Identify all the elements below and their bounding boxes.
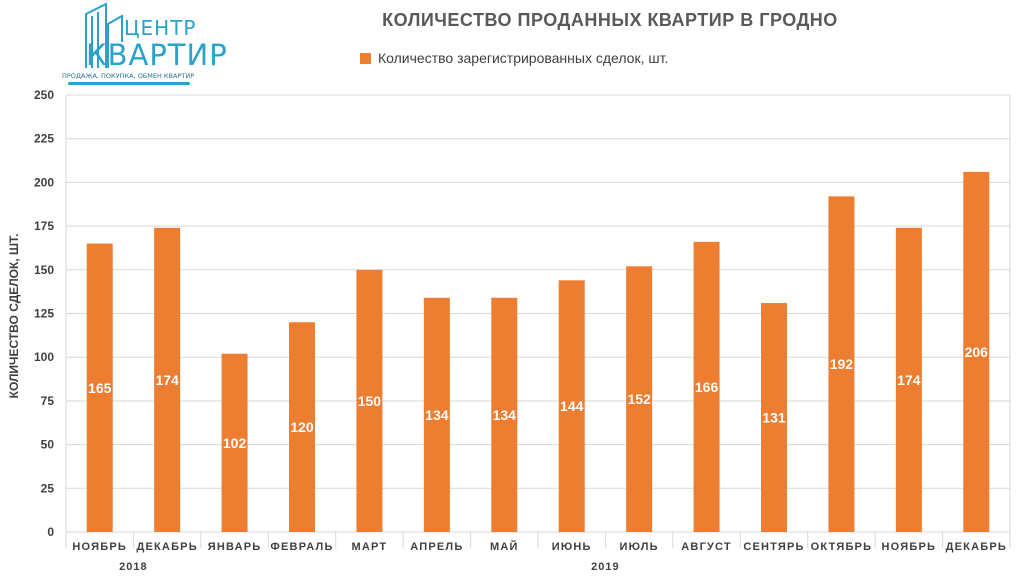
x-category-label: ФЕВРАЛЬ bbox=[270, 541, 333, 553]
logo-underline bbox=[68, 82, 190, 85]
y-tick-label: 125 bbox=[34, 307, 54, 321]
x-category-label: АВГУСТ bbox=[681, 541, 732, 553]
x-category-label: МАРТ bbox=[352, 541, 388, 553]
bar-value-label: 206 bbox=[965, 344, 989, 360]
legend: Количество зарегистрированных сделок, шт… bbox=[360, 50, 668, 66]
x-category-label: ДЕКАБРЬ bbox=[136, 541, 197, 553]
bar-value-label: 174 bbox=[897, 372, 921, 388]
y-tick-label: 75 bbox=[41, 394, 55, 408]
bar bbox=[558, 280, 585, 532]
y-tick-label: 175 bbox=[34, 219, 54, 233]
y-axis-label: КОЛИЧЕСТВО СДЕЛОК, ШТ. bbox=[7, 234, 21, 399]
bar bbox=[356, 269, 383, 532]
building-logo-icon bbox=[85, 2, 123, 68]
bar bbox=[491, 297, 518, 532]
bar-value-label: 165 bbox=[88, 380, 112, 396]
x-category-label: АПРЕЛЬ bbox=[410, 541, 463, 553]
bar bbox=[289, 322, 315, 532]
y-tick-label: 0 bbox=[47, 525, 54, 539]
y-tick-label: 100 bbox=[34, 350, 54, 364]
bar bbox=[895, 227, 922, 532]
bar bbox=[86, 243, 113, 532]
x-category-label: НОЯБРЬ bbox=[882, 541, 937, 553]
bar bbox=[761, 303, 787, 532]
bar bbox=[154, 227, 181, 532]
legend-swatch bbox=[360, 52, 371, 64]
y-tick-label: 225 bbox=[34, 132, 54, 146]
y-tick-label: 50 bbox=[41, 438, 55, 452]
x-category-label: ОКТЯБРЬ bbox=[811, 541, 873, 553]
bar bbox=[626, 266, 653, 532]
bar-value-label: 150 bbox=[358, 393, 382, 409]
x-category-label: ЯНВАРЬ bbox=[208, 541, 262, 553]
bar bbox=[221, 353, 248, 532]
bar bbox=[693, 241, 720, 532]
bar-value-label: 134 bbox=[425, 407, 449, 423]
legend-label: Количество зарегистрированных сделок, шт… bbox=[378, 50, 669, 66]
x-category-label: ИЮЛЬ bbox=[620, 541, 659, 553]
year-group-label: 2019 bbox=[591, 561, 619, 573]
x-category-label: МАЙ bbox=[490, 540, 519, 553]
bar-value-label: 166 bbox=[695, 379, 719, 395]
bar-value-label: 102 bbox=[223, 435, 247, 451]
bar-value-label: 120 bbox=[290, 419, 314, 435]
bar-value-label: 144 bbox=[560, 398, 584, 414]
y-tick-label: 150 bbox=[34, 263, 54, 277]
bar-value-label: 134 bbox=[493, 407, 517, 423]
bar-value-label: 152 bbox=[627, 391, 651, 407]
logo: ЦЕНТР КВАРТИР ПРОДАЖА, ПОКУПКА, ОБМЕН КВ… bbox=[62, 2, 227, 88]
year-group-label: 2018 bbox=[119, 561, 147, 573]
bar bbox=[963, 171, 990, 533]
x-category-label: ДЕКАБРЬ bbox=[946, 541, 1007, 553]
logo-word-centr: ЦЕНТР bbox=[124, 16, 197, 40]
x-category-label: НОЯБРЬ bbox=[72, 541, 127, 553]
y-tick-label: 25 bbox=[41, 481, 55, 495]
bar bbox=[828, 196, 855, 532]
bar-value-label: 174 bbox=[155, 372, 179, 388]
bar bbox=[423, 297, 450, 532]
y-tick-label: 250 bbox=[34, 88, 54, 102]
logo-tagline: ПРОДАЖА, ПОКУПКА, ОБМЕН КВАРТИР bbox=[62, 72, 195, 80]
x-category-label: ИЮНЬ bbox=[552, 541, 592, 553]
logo-word-kvartir: КВАРТИР bbox=[86, 38, 228, 72]
bar-value-label: 192 bbox=[830, 356, 854, 372]
x-category-label: СЕНТЯРЬ bbox=[743, 541, 804, 553]
y-tick-label: 200 bbox=[34, 175, 54, 189]
chart-title: КОЛИЧЕСТВО ПРОДАННЫХ КВАРТИР В ГРОДНО bbox=[382, 10, 838, 30]
bar-value-label: 131 bbox=[762, 410, 786, 426]
